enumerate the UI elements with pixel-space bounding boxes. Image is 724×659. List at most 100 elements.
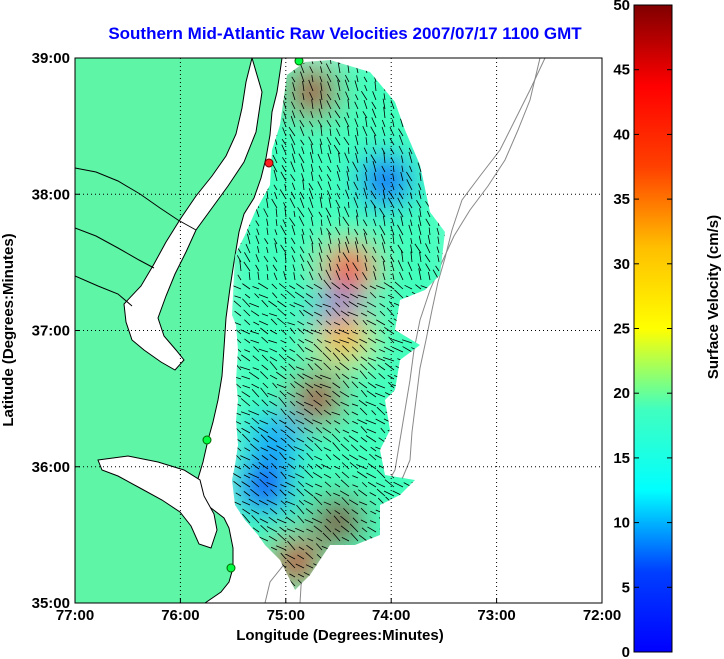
velocity-vector (272, 292, 278, 299)
velocity-vector (303, 499, 314, 506)
velocity-vector (355, 135, 359, 146)
velocity-vector (336, 171, 341, 182)
velocity-vector (389, 126, 395, 137)
velocity-vector (376, 319, 386, 326)
velocity-vector (328, 243, 332, 254)
velocity-vector (243, 261, 251, 272)
velocity-vector (315, 492, 323, 497)
velocity-vector (401, 250, 404, 263)
velocity-vector (369, 329, 377, 335)
velocity-vector (314, 455, 323, 461)
velocity-vector (347, 125, 350, 137)
velocity-vector (290, 246, 296, 254)
velocity-vector (236, 255, 242, 263)
velocity-vector (289, 373, 296, 380)
velocity-vector (392, 273, 395, 281)
velocity-vector (363, 99, 368, 110)
velocity-vector (347, 201, 350, 209)
velocity-vector (356, 255, 359, 263)
velocity-vector (340, 525, 350, 533)
colorbar-tick-label: 45 (613, 62, 630, 79)
velocity-vector (393, 481, 404, 488)
velocity-vector (323, 393, 332, 398)
velocity-vector (355, 192, 359, 200)
velocity-vector (378, 349, 386, 353)
velocity-vector (379, 403, 386, 407)
velocity-vector (320, 227, 323, 236)
velocity-vector (334, 428, 341, 434)
velocity-vector (251, 454, 260, 461)
velocity-vector (399, 271, 404, 281)
velocity-vector (251, 515, 260, 524)
velocity-vector (365, 156, 368, 164)
velocity-vector (240, 411, 251, 416)
velocity-vector (293, 210, 296, 218)
velocity-vector (261, 354, 269, 362)
velocity-vector (427, 234, 431, 245)
velocity-vector (307, 363, 314, 371)
velocity-vector (244, 319, 251, 326)
velocity-vector (318, 60, 323, 65)
velocity-vector (344, 241, 350, 254)
velocity-vector (338, 255, 341, 263)
velocity-vector (302, 179, 305, 191)
velocity-vector (310, 110, 314, 119)
velocity-vector (268, 300, 278, 308)
velocity-vector (287, 491, 296, 497)
velocity-vector (410, 237, 413, 245)
velocity-vector (299, 197, 305, 209)
velocity-vector (392, 346, 404, 353)
velocity-vector (351, 403, 359, 407)
velocity-vector (316, 319, 323, 326)
velocity-vector (302, 80, 305, 92)
colorbar-tick-label: 40 (613, 126, 630, 143)
velocity-vector (323, 362, 332, 371)
velocity-vector (383, 490, 395, 497)
velocity-vector (243, 491, 251, 497)
velocity-vector (325, 490, 332, 497)
velocity-vector (291, 101, 296, 110)
grid-lines (75, 58, 602, 603)
velocity-vector (367, 526, 377, 533)
velocity-vector (250, 488, 260, 497)
velocity-vector (286, 559, 296, 569)
velocity-vector (300, 263, 305, 272)
velocity-vector (338, 243, 341, 254)
velocity-vector (313, 283, 323, 290)
velocity-vector (335, 348, 341, 353)
velocity-vector (296, 283, 305, 290)
velocity-vector (313, 399, 323, 407)
velocity-vector (348, 454, 359, 461)
velocity-vector (234, 295, 242, 299)
velocity-vector (379, 329, 386, 335)
velocity-vector (358, 534, 368, 542)
velocity-vector (297, 343, 305, 353)
velocity-vector (304, 417, 314, 425)
velocity-vector (425, 218, 431, 227)
velocity-vector (362, 319, 368, 326)
velocity-vector (375, 285, 386, 290)
velocity-vector (365, 435, 377, 443)
velocity-vector (274, 229, 278, 236)
velocity-vector (350, 444, 359, 452)
velocity-vector (278, 353, 287, 362)
velocity-vector (243, 309, 251, 317)
velocity-vector (365, 401, 377, 407)
velocity-vector (326, 73, 332, 83)
velocity-vector (311, 517, 323, 524)
velocity-vector (260, 371, 269, 380)
velocity-vector (275, 146, 278, 155)
velocity-vector (418, 215, 422, 227)
velocity-vector (328, 263, 332, 272)
velocity-vector (419, 208, 422, 218)
velocity-vector (309, 60, 314, 65)
velocity-vector (287, 322, 296, 326)
velocity-vector (284, 207, 287, 218)
velocity-vector (269, 356, 278, 362)
velocity-vector (343, 206, 350, 218)
velocity-vector (254, 293, 260, 299)
velocity-vector (383, 93, 386, 101)
velocity-vector (318, 237, 323, 245)
velocity-vector (309, 66, 314, 74)
velocity-vector (362, 111, 368, 119)
